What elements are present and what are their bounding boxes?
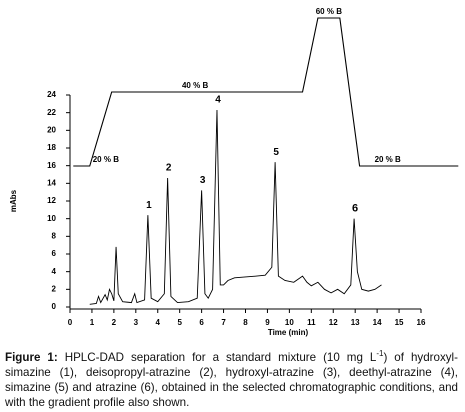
y-tick-label: 20	[47, 125, 56, 134]
peak-label: 4	[215, 95, 221, 106]
gradient-label: 60 % B	[316, 7, 342, 16]
x-tick-label: 10	[285, 318, 294, 327]
x-tick-label: 13	[351, 318, 360, 327]
y-tick-label: 16	[47, 161, 56, 170]
caption-label: Figure 1:	[5, 350, 58, 364]
x-tick-label: 12	[329, 318, 338, 327]
x-tick-label: 6	[199, 318, 204, 327]
y-tick-label: 24	[47, 90, 56, 99]
x-tick-label: 7	[221, 318, 226, 327]
y-axis-label: mAbs	[9, 189, 18, 212]
caption-text: HPLC-DAD separation for a standard mixtu…	[64, 350, 377, 364]
y-tick-label: 12	[47, 196, 56, 205]
peak-label: 6	[352, 203, 358, 215]
gradient-label: 20 % B	[93, 155, 119, 164]
x-tick-label: 4	[156, 318, 161, 327]
x-tick-label: 11	[307, 318, 316, 327]
y-tick-label: 4	[52, 267, 57, 276]
caption-text: ) of hydroxyl-simazine (1), deisopropyl-…	[5, 350, 458, 409]
y-tick-label: 0	[52, 302, 57, 311]
caption: Figure 1: HPLC-DAD separation for a stan…	[5, 346, 458, 410]
y-tick-label: 2	[52, 284, 57, 293]
peak-label: 1	[146, 200, 152, 211]
gradient-line	[73, 17, 459, 167]
x-tick-label: 14	[373, 318, 382, 327]
x-tick-label: 16	[417, 318, 426, 327]
peak-label: 5	[273, 147, 279, 158]
x-tick-label: 1	[90, 318, 95, 327]
caption-sup: -1	[376, 349, 384, 358]
x-tick-label: 8	[243, 318, 248, 327]
x-tick-label: 2	[112, 318, 117, 327]
x-axis-label: Time (min)	[268, 328, 309, 337]
x-tick-label: 5	[177, 318, 182, 327]
x-tick-label: 3	[134, 318, 139, 327]
y-tick-label: 22	[47, 108, 56, 117]
peak-label: 2	[166, 163, 172, 174]
x-tick-label: 15	[395, 318, 404, 327]
y-tick-label: 6	[52, 249, 57, 258]
y-tick-label: 18	[47, 143, 56, 152]
peak-label: 3	[200, 175, 206, 186]
y-tick-label: 10	[47, 214, 56, 223]
x-tick-label: 0	[68, 318, 73, 327]
y-tick-label: 8	[52, 231, 57, 240]
y-tick-label: 14	[47, 178, 56, 187]
x-tick-label: 9	[265, 318, 270, 327]
gradient-label: 40 % B	[182, 81, 208, 90]
gradient-label: 20 % B	[375, 155, 401, 164]
data-line	[89, 110, 382, 305]
